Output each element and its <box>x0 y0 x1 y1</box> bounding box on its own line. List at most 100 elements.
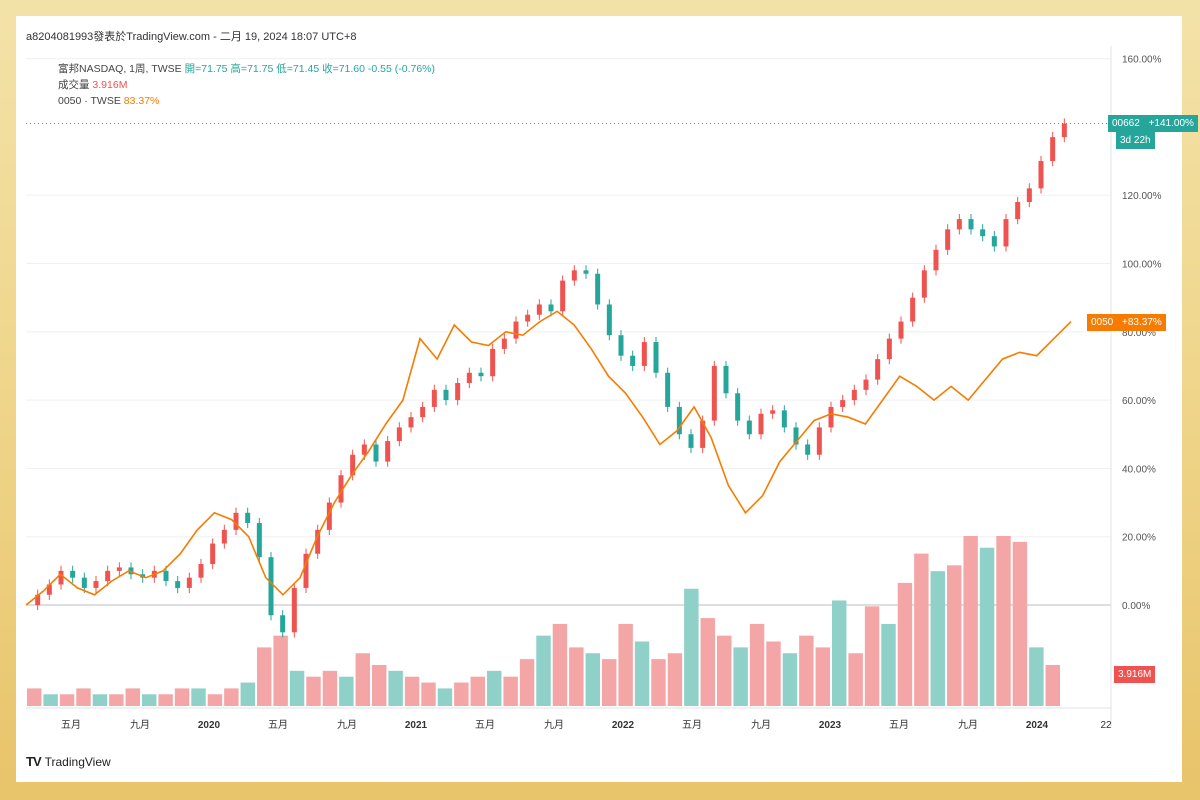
candle-body <box>711 365 717 421</box>
volume-bar <box>536 635 551 706</box>
candle-body <box>408 417 414 428</box>
candle-body <box>548 304 554 312</box>
candle-body <box>781 410 787 428</box>
volume-bar <box>289 670 305 706</box>
volume-bar <box>322 670 338 706</box>
volume-bar <box>470 676 485 706</box>
candle-body <box>828 406 834 428</box>
candle-body <box>198 564 204 578</box>
price-tag-countdown: 3d 22h <box>1116 132 1155 149</box>
candle-body <box>478 372 484 377</box>
volume-bar <box>651 659 666 706</box>
volume-bar <box>618 623 633 706</box>
volume-bar <box>372 664 387 706</box>
candle-body <box>805 444 811 455</box>
candle-body <box>116 567 122 571</box>
candle-body <box>256 523 262 558</box>
candle-body <box>280 615 286 633</box>
candle-body <box>175 581 181 588</box>
candle-body <box>35 594 41 605</box>
volume-bar <box>963 536 978 706</box>
candle-body <box>315 529 321 554</box>
volume-bar <box>437 688 453 706</box>
volume-bar <box>947 565 962 706</box>
volume-bar <box>569 647 584 706</box>
volume-bar <box>109 694 124 706</box>
volume-bar <box>832 600 847 706</box>
volume-bar <box>306 676 321 706</box>
candle-body <box>105 570 111 582</box>
volume-bar <box>848 653 863 706</box>
volume-bar <box>503 676 518 706</box>
candle-body <box>898 321 904 339</box>
volume-bar <box>92 694 108 706</box>
candle-body <box>700 420 706 448</box>
volume-bar <box>43 694 58 706</box>
candle-body <box>466 372 472 384</box>
y-tick-label: 60.00% <box>1122 396 1156 407</box>
volume-bar <box>174 688 190 706</box>
legend-volume-row: 成交量 3.916M <box>58 77 435 93</box>
legend-symbol: 富邦NASDAQ, 1周, TWSE <box>58 63 182 75</box>
volume-bar <box>454 682 469 706</box>
y-tick-label: 120.00% <box>1122 191 1162 202</box>
candle-body <box>525 314 531 322</box>
volume-bar <box>733 647 748 706</box>
volume-bar <box>700 618 715 706</box>
volume-bar <box>684 588 699 706</box>
y-tick-label: 80.00% <box>1122 328 1156 339</box>
volume-bar <box>142 694 157 706</box>
candle-body <box>326 502 332 530</box>
tradingview-logo-icon: TV <box>26 754 42 769</box>
candle-body <box>933 249 939 271</box>
candle-body <box>968 219 974 230</box>
volume-bar <box>979 547 995 706</box>
y-tick-label: 160.00% <box>1122 55 1162 66</box>
price-chart[interactable]: 160.00% 120.00% 100.00% 80.00% 60.00% 40.00% 2… <box>16 16 1182 782</box>
candle-body <box>186 577 192 588</box>
candle-body <box>350 454 356 476</box>
candle-body <box>910 297 916 322</box>
candle-body <box>560 280 566 312</box>
candle-body <box>758 413 764 435</box>
x-tick-label: 五月 <box>889 719 909 731</box>
legend-volume-label: 成交量 <box>58 79 90 91</box>
volume-bar <box>59 694 75 706</box>
x-tick-label: 九月 <box>958 719 978 731</box>
x-tick-label: 五月 <box>268 719 288 731</box>
volume-bar <box>717 635 732 706</box>
candle-body <box>630 355 636 366</box>
price-tag-compare: 0050 +83.37% <box>1087 314 1166 331</box>
legend-volume-value: 3.916M <box>92 79 128 91</box>
candle-body <box>373 444 379 462</box>
x-tick-label: 五月 <box>475 719 495 731</box>
x-tick-label: 2023 <box>819 720 842 731</box>
legend-ohlc: 開=71.75 高=71.75 低=71.45 收=71.60 -0.55 (-… <box>184 63 436 75</box>
candle-body <box>653 342 659 373</box>
volume-bar <box>749 623 765 706</box>
volume-bar <box>897 582 913 706</box>
candle-body <box>443 389 449 401</box>
candle-body <box>606 304 612 336</box>
candle-body <box>770 410 776 414</box>
candle-body <box>1026 188 1032 203</box>
volume-bar <box>27 688 42 706</box>
tradingview-logo[interactable]: TV TradingView <box>26 754 111 769</box>
volume-bar <box>602 659 617 706</box>
candle-body <box>268 557 274 616</box>
volume-bar <box>421 682 436 706</box>
volume-bar <box>1012 541 1028 706</box>
volume-bar <box>864 606 880 706</box>
candle-body <box>676 406 682 435</box>
candle-body <box>93 581 99 588</box>
candle-body <box>875 359 881 380</box>
candle-body <box>793 427 799 445</box>
volume-bar <box>799 635 814 706</box>
candle-body <box>816 427 822 455</box>
candle-body <box>618 335 624 356</box>
x-tick-label: 九月 <box>130 719 150 731</box>
chart-frame: a8204081993發表於TradingView.com - 二月 19, 2… <box>16 16 1198 782</box>
candle-body <box>735 393 741 421</box>
candle-body <box>1015 202 1021 220</box>
volume-bar <box>667 653 683 706</box>
